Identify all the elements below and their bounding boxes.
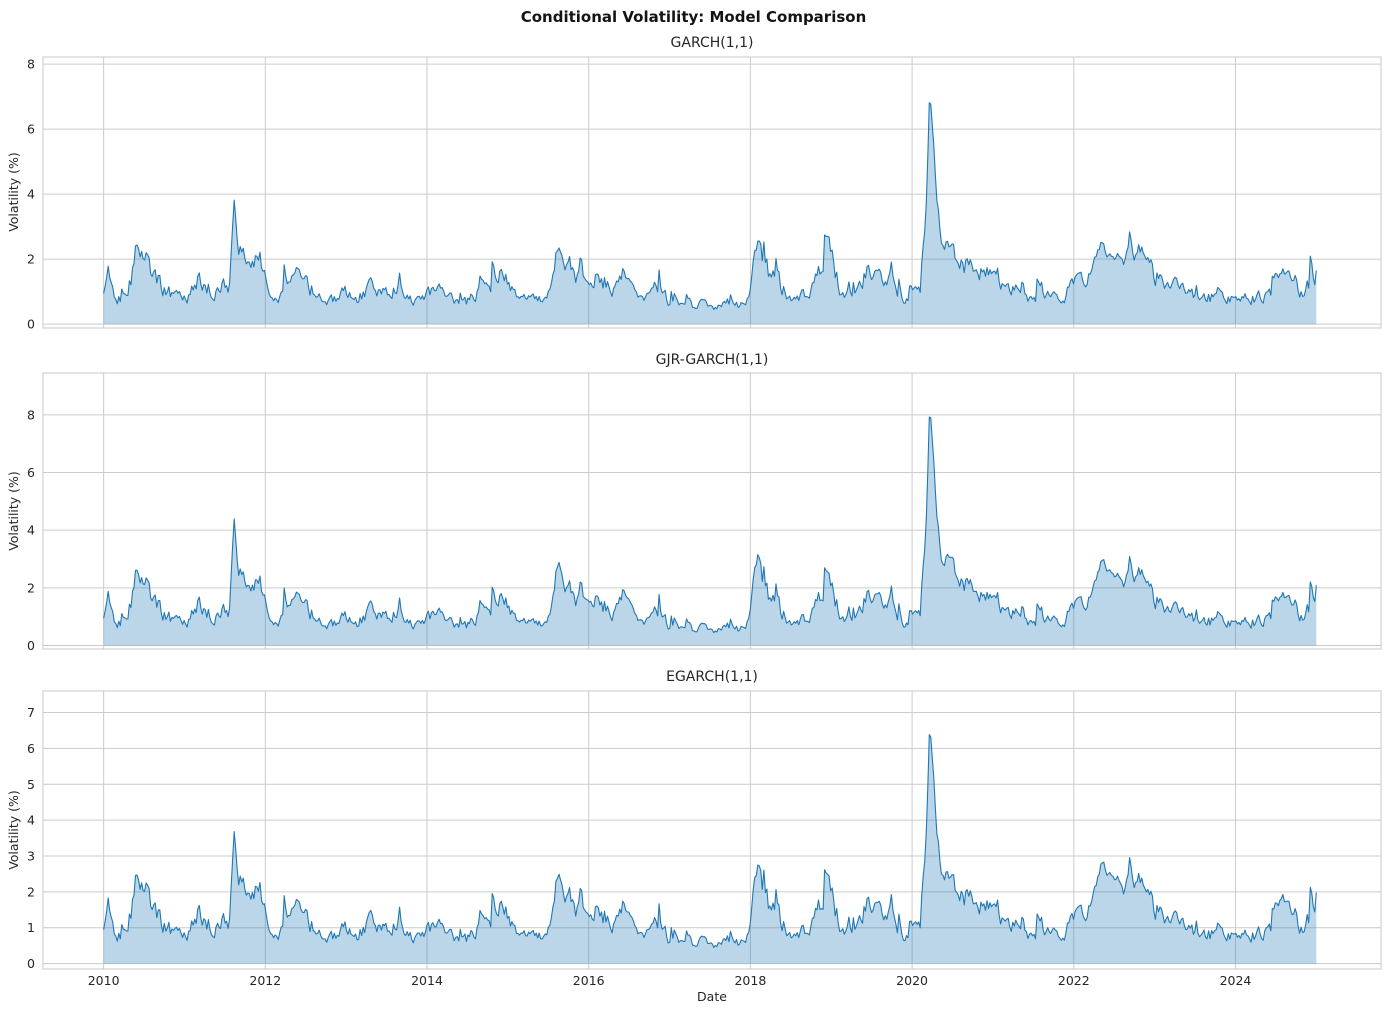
gjr-garch-1-1-area-fill [103, 417, 1317, 646]
egarch-1-1-plot-border [42, 690, 1382, 970]
x-tick-label-2012: 2012 [249, 973, 281, 988]
garch-1-1-plot-border [42, 56, 1382, 329]
panel-title-egarch: EGARCH(1,1) [666, 669, 758, 685]
y-tick-label-egarch-1-1-3: 3 [27, 849, 35, 864]
x-tick-label-2022: 2022 [1058, 973, 1090, 988]
panel-title-garch: GARCH(1,1) [670, 35, 754, 51]
egarch-1-1-area-fill [103, 734, 1317, 964]
y-tick-label-egarch-1-1-6: 6 [27, 741, 35, 756]
y-tick-label-gjr-garch-1-1-6: 6 [27, 465, 35, 480]
x-tick-label-2010: 2010 [88, 973, 120, 988]
x-axis-label: Date [697, 989, 727, 1004]
y-tick-label-egarch-1-1-7: 7 [27, 705, 35, 720]
y-tick-label-garch-1-1-8: 8 [27, 57, 35, 72]
y-tick-label-gjr-garch-1-1-4: 4 [27, 523, 35, 538]
garch-1-1-area-fill [103, 102, 1317, 325]
figure-title: Conditional Volatility: Model Comparison [520, 8, 867, 26]
y-tick-label-egarch-1-1-0: 0 [27, 956, 35, 971]
gjr-garch-1-1-series-line [103, 416, 1317, 634]
egarch-1-1-series-line [103, 734, 1317, 948]
y-tick-label-egarch-1-1-2: 2 [27, 884, 35, 899]
x-tick-label-2020: 2020 [896, 973, 928, 988]
y-tick-label-gjr-garch-1-1-8: 8 [27, 407, 35, 422]
y-tick-label-garch-1-1-0: 0 [27, 317, 35, 332]
y-tick-label-gjr-garch-1-1-2: 2 [27, 580, 35, 595]
panel-title-gjr-garch: GJR-GARCH(1,1) [655, 352, 769, 368]
y-tick-label-garch-1-1-6: 6 [27, 122, 35, 137]
garch-1-1-series-line [103, 102, 1317, 310]
x-tick-label-2018: 2018 [734, 973, 766, 988]
x-tick-label-2016: 2016 [573, 973, 605, 988]
x-tick-label-2014: 2014 [411, 973, 443, 988]
y-tick-label-gjr-garch-1-1-0: 0 [27, 638, 35, 653]
y-tick-label-egarch-1-1-1: 1 [27, 920, 35, 935]
y-tick-label-garch-1-1-2: 2 [27, 252, 35, 267]
y-tick-label-garch-1-1-4: 4 [27, 187, 35, 202]
y-tick-label-egarch-1-1-4: 4 [27, 813, 35, 828]
gjr-garch-1-1-plot-border [42, 372, 1382, 650]
x-tick-label-2024: 2024 [1220, 973, 1252, 988]
y-tick-label-egarch-1-1-5: 5 [27, 777, 35, 792]
